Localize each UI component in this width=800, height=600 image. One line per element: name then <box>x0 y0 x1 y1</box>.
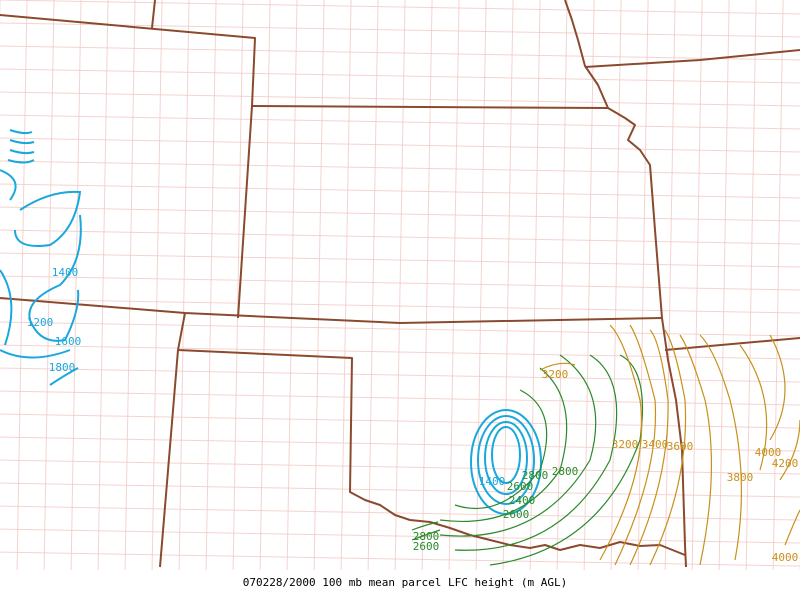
contour-label: 2400 <box>509 494 536 507</box>
contour-label: 4200 <box>772 457 799 470</box>
contour-label: 2600 <box>507 480 534 493</box>
contour-label: 1400 <box>479 475 506 488</box>
contour-label: 4000 <box>772 551 799 564</box>
contour-label: 2800 <box>552 465 579 478</box>
contour-label: 4000 <box>755 446 782 459</box>
contour-label: 1800 <box>49 361 76 374</box>
contour-label: 3600 <box>667 440 694 453</box>
contour-label: 3800 <box>727 471 754 484</box>
contour-label: 3400 <box>642 438 669 451</box>
contour-label: 2800 <box>522 469 549 482</box>
contour-label: 3200 <box>542 368 569 381</box>
contour-label: 1400 <box>52 266 79 279</box>
caption: 070228/2000 100 mb mean parcel LFC heigh… <box>243 576 568 589</box>
county-grid <box>0 0 800 570</box>
contours <box>0 129 800 566</box>
contour-label: 2600 <box>503 508 530 521</box>
state-borders <box>0 0 800 568</box>
contour-labels: 1400120016001800140028002800260024002600… <box>27 266 799 564</box>
contour-label: 3200 <box>612 438 639 451</box>
contour-label: 1600 <box>55 335 82 348</box>
contour-label: 1200 <box>27 316 54 329</box>
contour-label: 2600 <box>413 540 440 553</box>
contour-label: 2800 <box>413 530 440 543</box>
